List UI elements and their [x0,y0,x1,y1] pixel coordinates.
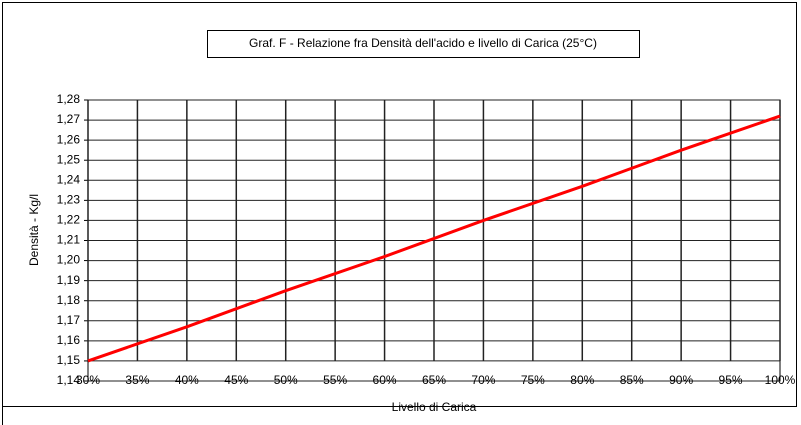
y-tick-label: 1,27 [57,112,81,126]
x-tick-label: 95% [719,373,743,387]
x-axis-label: Livello di Carica [392,400,477,414]
y-tick-label: 1,22 [57,213,81,227]
chart-title: Graf. F - Relazione fra Densità dell'aci… [249,36,597,50]
x-tick-label: 30% [76,373,100,387]
x-tick-label: 75% [521,373,545,387]
y-tick-label: 1,18 [57,293,81,307]
y-tick-label: 1,20 [57,253,81,267]
x-tick-label: 65% [422,373,446,387]
data-line [87,114,781,363]
title-box [207,30,640,58]
x-tick-label: 35% [125,373,149,387]
y-tick-label: 1,17 [57,313,81,327]
x-tick-label: 90% [669,373,693,387]
x-tick-label: 45% [224,373,248,387]
x-tick-label: 100% [765,373,796,387]
x-tick-label: 70% [471,373,495,387]
y-axis-label: Densità - Kg/l [27,194,41,266]
y-tick-label: 1,16 [57,333,81,347]
x-tick-label: 55% [323,373,347,387]
y-tick-label: 1,26 [57,132,81,146]
x-tick-label: 80% [570,373,594,387]
y-tick-label: 1,21 [57,233,81,247]
x-tick-label: 40% [175,373,199,387]
y-tick-label: 1,14 [57,373,81,387]
y-tick-label: 1,25 [57,152,81,166]
y-tick-label: 1,24 [57,172,81,186]
x-tick-label: 50% [274,373,298,387]
y-tick-label: 1,23 [57,193,81,207]
y-tick-label: 1,15 [57,353,81,367]
x-tick-label: 60% [373,373,397,387]
y-tick-label: 1,19 [57,273,81,287]
chart-frame [2,2,797,407]
x-tick-label: 85% [620,373,644,387]
y-tick-label: 1,28 [57,92,81,106]
